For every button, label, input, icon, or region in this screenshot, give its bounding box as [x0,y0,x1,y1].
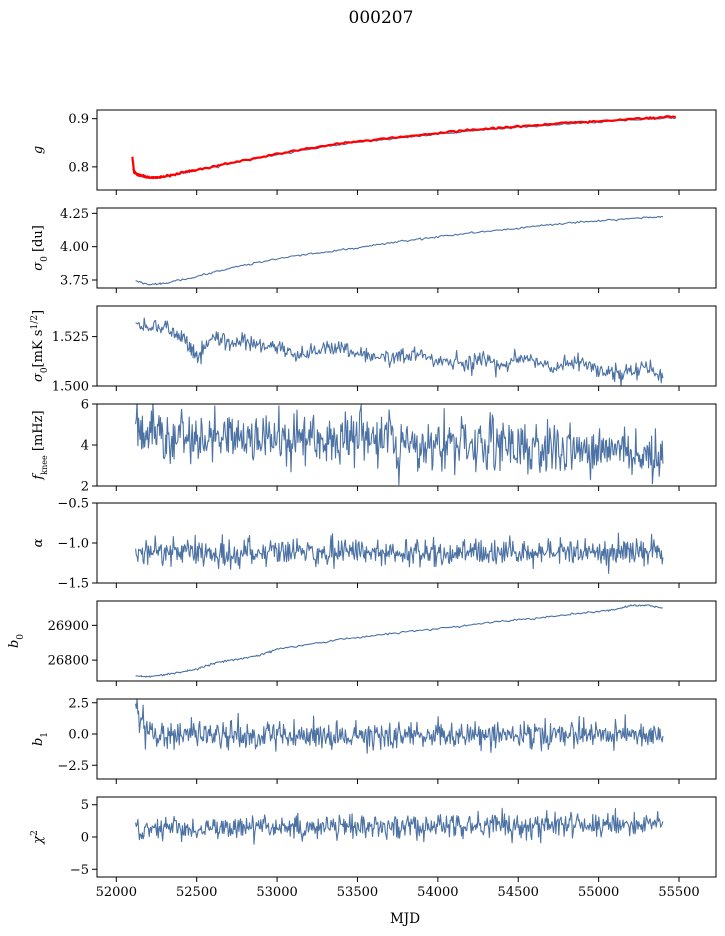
y-tick-label-7-1: 0 [81,831,89,846]
panel-1: 3.75 4.00 4.25 σ0 [du] [31,207,717,293]
x-tick-label-5: 54500 [498,885,539,900]
y-tick-label-3-2: 6 [81,398,89,413]
panel-frame-5 [96,600,717,682]
x-tick-label-4: 54000 [417,885,458,900]
y-tick-label-4-0: −1.5 [57,577,89,592]
series-line-0-1 [131,115,676,180]
series-line-3-0 [135,404,664,486]
y-axis-label-4: α [31,538,46,547]
y-axis-label-1: σ0 [du] [31,225,50,271]
x-tick-label-2: 53000 [256,885,297,900]
panel-frame-2 [96,305,717,387]
x-tick-label-6: 55000 [578,885,619,900]
series-group-4 [135,532,664,574]
y-tick-label-0-1: 0.9 [68,112,89,127]
series-group-3 [135,404,664,486]
y-axis-label-5: b0 [7,634,26,648]
series-line-5-0 [135,604,663,678]
y-tick-label-1-2: 4.25 [60,207,89,222]
y-tick-label-4-1: −1.0 [57,537,89,552]
series-group-2 [135,317,664,386]
y-tick-label-7-2: 5 [81,798,89,813]
series-line-4-0 [135,532,664,574]
y-tick-label-4-2: −0.5 [57,497,89,512]
panel-0: 0.8 0.9 g [31,109,717,195]
series-group-6 [135,699,664,754]
panels: 0.8 0.9 g 3.75 4.00 4.25 σ0 [du] 1.500 1.525σ0[m… [7,109,717,900]
series-group-5 [135,604,663,678]
x-tick-label-1: 52500 [176,885,217,900]
y-axis-label-6: b1 [31,732,50,746]
y-axis-label-3: fknee [mHz] [31,410,49,480]
y-tick-label-2-0: 1.500 [52,380,89,395]
panel-frame-7 [96,796,717,878]
series-line-6-0 [135,699,664,754]
y-tick-label-0-0: 0.8 [68,160,89,175]
panel-frame-0 [96,109,717,191]
panel-5: 26800 26900 b0 [7,600,717,686]
y-tick-label-5-0: 26800 [48,654,89,669]
y-tick-label-7-0: −5 [70,863,89,878]
y-tick-label-6-0: −2.5 [57,759,89,774]
series-line-7-0 [135,807,664,845]
panel-frame-6 [96,698,717,780]
y-tick-label-3-1: 4 [81,439,89,454]
series-group-7 [135,807,664,845]
series-group-1 [135,215,664,286]
panel-3: 2 4 6 fknee [mHz] [31,398,717,495]
y-tick-label-1-0: 3.75 [60,274,89,289]
panel-4: −1.5 −1.0 −0.5 α [31,497,717,592]
panel-6: −2.5 0.0 2.5 b1 [31,696,717,784]
figure-title: 000207 [349,8,414,28]
x-tick-label-0: 52000 [96,885,137,900]
y-tick-label-6-1: 0.0 [68,728,89,743]
y-axis-label-2: σ0[mK s1/2] [30,310,50,382]
panel-7: −5 0 5 52000 52500 53000 53500 54000 54500 55000 5… [30,796,717,900]
y-tick-label-3-0: 2 [81,480,89,495]
x-axis-label: MJD [390,911,420,927]
y-tick-label-5-1: 26900 [48,619,89,634]
x-tick-label-7: 55500 [658,885,699,900]
series-line-1-0 [135,215,664,286]
series-line-0-0 [132,117,677,180]
y-tick-label-2-1: 1.525 [52,330,89,345]
y-axis-label-0: g [31,146,46,154]
y-tick-label-6-2: 2.5 [68,696,89,711]
series-group-0 [131,115,677,180]
panel-frame-1 [96,207,717,289]
y-axis-label-7: χ2 [30,830,46,845]
series-line-2-0 [135,317,664,386]
y-tick-label-1-1: 4.00 [60,240,89,255]
x-tick-label-3: 53500 [337,885,378,900]
